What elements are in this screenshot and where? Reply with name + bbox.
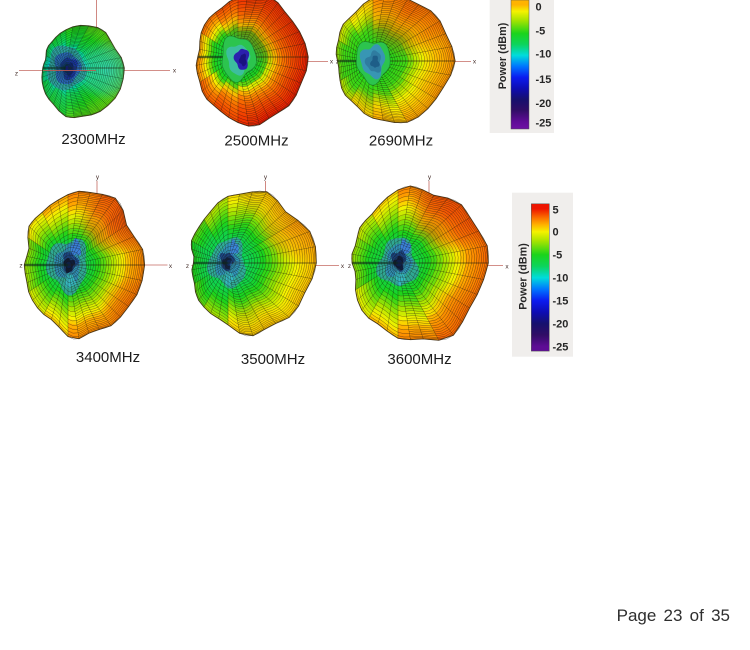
svg-text:z: z — [186, 263, 189, 270]
svg-text:-5: -5 — [553, 250, 563, 262]
svg-text:y: y — [428, 174, 432, 181]
svg-text:z: z — [15, 71, 18, 78]
svg-text:-10: -10 — [536, 49, 552, 61]
svg-text:x: x — [330, 59, 334, 66]
svg-text:y: y — [96, 174, 100, 181]
svg-text:2690MHz: 2690MHz — [369, 133, 433, 150]
svg-text:5: 5 — [553, 204, 559, 216]
svg-text:Page 23 of 35: Page 23 of 35 — [617, 606, 730, 625]
svg-text:-15: -15 — [536, 74, 552, 86]
svg-text:3500MHz: 3500MHz — [241, 351, 305, 368]
svg-text:3600MHz: 3600MHz — [387, 351, 451, 368]
svg-text:2300MHz: 2300MHz — [61, 131, 125, 148]
svg-text:2500MHz: 2500MHz — [224, 133, 288, 150]
svg-text:0: 0 — [536, 2, 542, 14]
svg-text:-15: -15 — [553, 296, 569, 308]
svg-text:-5: -5 — [536, 26, 546, 38]
svg-text:Power (dBm): Power (dBm) — [497, 22, 509, 89]
svg-text:-20: -20 — [536, 98, 552, 110]
svg-text:3400MHz: 3400MHz — [76, 349, 140, 366]
svg-text:z: z — [19, 263, 22, 270]
svg-text:-25: -25 — [536, 118, 552, 130]
svg-text:-20: -20 — [553, 319, 569, 331]
svg-text:Power (dBm): Power (dBm) — [518, 243, 530, 310]
svg-text:x: x — [169, 263, 173, 270]
svg-text:y: y — [264, 174, 268, 181]
svg-text:0: 0 — [553, 227, 559, 239]
svg-text:-25: -25 — [553, 341, 569, 353]
svg-text:-10: -10 — [553, 273, 569, 285]
svg-text:x: x — [173, 68, 177, 75]
svg-text:x: x — [341, 263, 345, 270]
svg-text:z: z — [348, 263, 351, 270]
svg-text:x: x — [473, 59, 477, 66]
svg-text:x: x — [505, 264, 509, 271]
